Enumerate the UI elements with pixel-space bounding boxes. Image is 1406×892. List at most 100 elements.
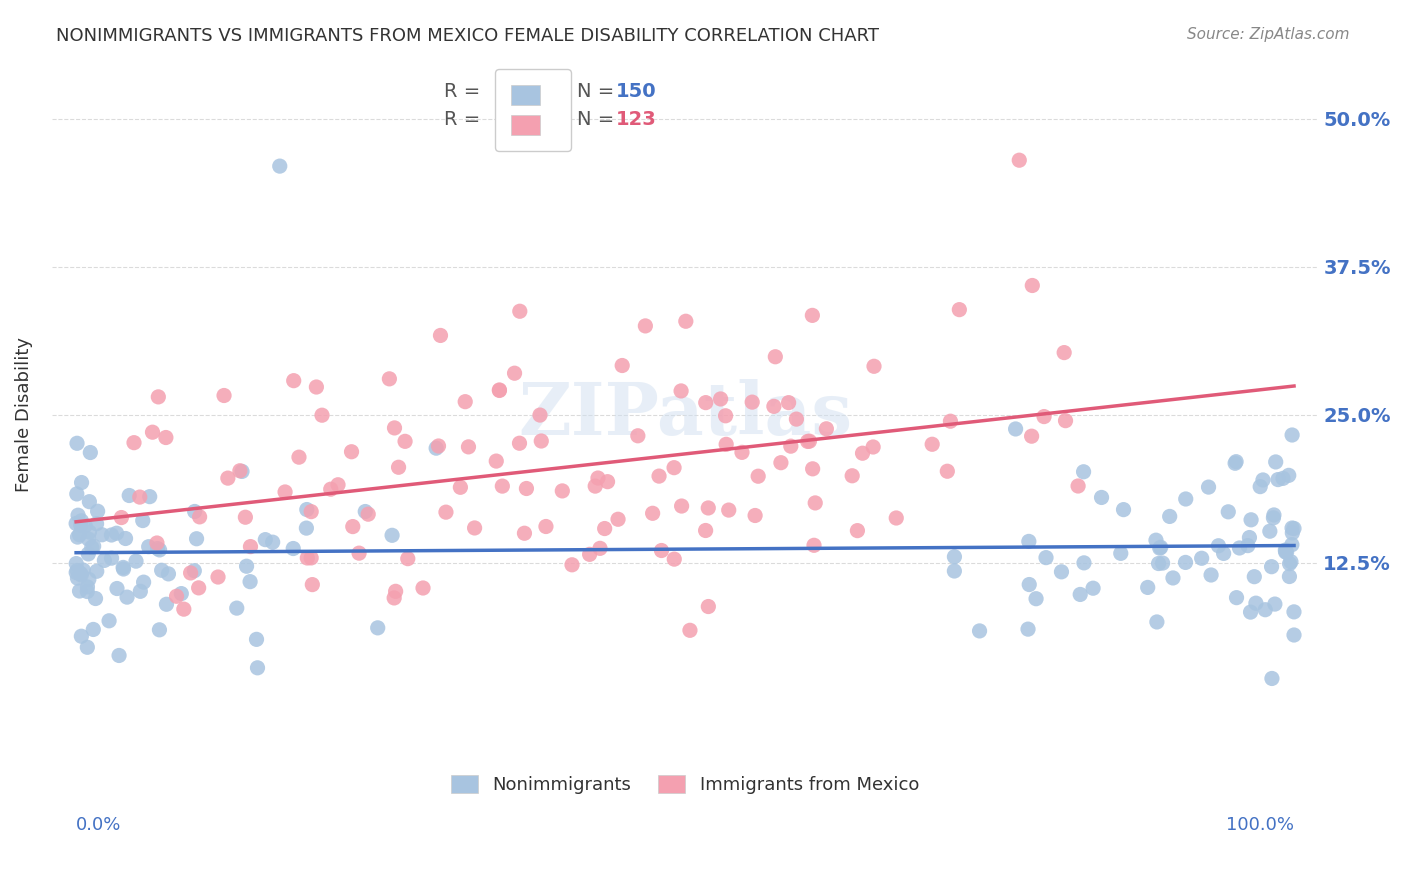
Point [1274, 545, 1296, 559]
Point [173, 602, 195, 616]
Point [1212, 546, 1234, 560]
Point [457, 440, 479, 454]
Point [384, 584, 406, 599]
Text: 123: 123 [616, 111, 657, 129]
Point [1272, 471, 1295, 485]
Point [1021, 429, 1043, 443]
Point [77, 547, 100, 561]
Point [1264, 597, 1286, 611]
Point [509, 304, 531, 318]
Point [1112, 502, 1135, 516]
Point [1161, 571, 1184, 585]
Point [1018, 577, 1040, 591]
Point [69, 518, 91, 533]
Point [675, 314, 697, 328]
Point [862, 440, 884, 454]
Point [235, 559, 257, 574]
Point [593, 522, 616, 536]
Point [86, 564, 108, 578]
Point [429, 328, 451, 343]
Point [1254, 603, 1277, 617]
Point [326, 477, 349, 491]
Point [274, 485, 297, 500]
Point [454, 394, 477, 409]
Point [231, 465, 253, 479]
Point [1274, 543, 1296, 558]
Point [503, 366, 526, 380]
Point [112, 562, 135, 576]
Point [578, 547, 600, 561]
Point [384, 421, 406, 435]
Point [311, 408, 333, 422]
Point [141, 425, 163, 440]
Point [1278, 557, 1301, 571]
Point [515, 482, 537, 496]
Point [1152, 556, 1174, 570]
Point [679, 624, 702, 638]
Point [1149, 541, 1171, 556]
Point [170, 586, 193, 600]
Point [76, 584, 98, 599]
Point [1109, 546, 1132, 560]
Point [841, 468, 863, 483]
Point [583, 479, 606, 493]
Point [697, 599, 720, 614]
Point [262, 535, 284, 549]
Point [1090, 491, 1112, 505]
Point [295, 502, 318, 516]
Point [245, 632, 267, 647]
Point [183, 564, 205, 578]
Point [146, 536, 169, 550]
Point [367, 621, 389, 635]
Point [70, 514, 93, 528]
Point [1073, 556, 1095, 570]
Point [412, 581, 434, 595]
Text: R =: R = [444, 82, 486, 101]
Point [1018, 534, 1040, 549]
Point [747, 469, 769, 483]
Point [65, 566, 87, 580]
Point [641, 506, 664, 520]
Point [1069, 587, 1091, 601]
Point [1017, 622, 1039, 636]
Point [70, 475, 93, 490]
Point [434, 505, 457, 519]
Text: 0.0%: 0.0% [76, 816, 121, 834]
Point [76, 580, 98, 594]
Point [427, 439, 450, 453]
Point [779, 439, 801, 453]
Point [76, 640, 98, 655]
Point [464, 521, 486, 535]
Point [100, 551, 122, 566]
Point [381, 528, 404, 542]
Point [1225, 455, 1247, 469]
Point [710, 392, 733, 406]
Y-axis label: Female Disability: Female Disability [15, 337, 32, 492]
Point [297, 551, 319, 566]
Point [561, 558, 583, 572]
Point [299, 505, 322, 519]
Point [155, 597, 177, 611]
Point [80, 541, 103, 555]
Point [1267, 473, 1289, 487]
Point [305, 380, 328, 394]
Point [105, 526, 128, 541]
Text: R =: R = [444, 111, 486, 129]
Text: 0.183: 0.183 [502, 111, 562, 129]
Point [347, 546, 370, 560]
Point [488, 384, 510, 398]
Point [1229, 541, 1251, 555]
Point [295, 521, 318, 535]
Point [394, 434, 416, 449]
Point [378, 372, 401, 386]
Point [969, 624, 991, 638]
Point [529, 408, 551, 422]
Point [354, 504, 377, 518]
Point [283, 541, 305, 556]
Point [1147, 557, 1170, 571]
Point [340, 444, 363, 458]
Point [1258, 524, 1281, 539]
Point [799, 434, 821, 449]
Text: ZIPatlas: ZIPatlas [517, 379, 852, 450]
Point [762, 400, 785, 414]
